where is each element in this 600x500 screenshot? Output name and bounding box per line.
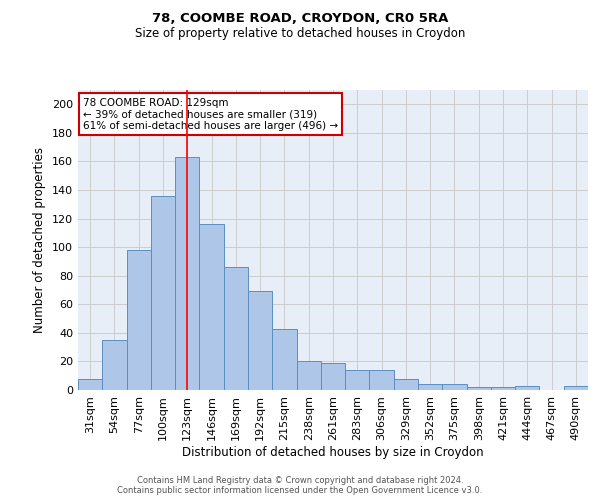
X-axis label: Distribution of detached houses by size in Croydon: Distribution of detached houses by size …: [182, 446, 484, 458]
Bar: [199, 224, 224, 390]
Bar: [224, 267, 248, 390]
Bar: [442, 384, 467, 390]
Bar: [296, 362, 321, 390]
Bar: [394, 378, 418, 390]
Bar: [151, 196, 175, 390]
Bar: [321, 363, 345, 390]
Bar: [175, 157, 199, 390]
Bar: [564, 386, 588, 390]
Bar: [248, 292, 272, 390]
Text: Contains HM Land Registry data © Crown copyright and database right 2024.
Contai: Contains HM Land Registry data © Crown c…: [118, 476, 482, 495]
Bar: [467, 387, 491, 390]
Y-axis label: Number of detached properties: Number of detached properties: [34, 147, 46, 333]
Bar: [370, 370, 394, 390]
Bar: [345, 370, 370, 390]
Bar: [127, 250, 151, 390]
Bar: [272, 328, 296, 390]
Bar: [418, 384, 442, 390]
Bar: [515, 386, 539, 390]
Bar: [78, 378, 102, 390]
Text: Size of property relative to detached houses in Croydon: Size of property relative to detached ho…: [135, 28, 465, 40]
Text: 78 COOMBE ROAD: 129sqm
← 39% of detached houses are smaller (319)
61% of semi-de: 78 COOMBE ROAD: 129sqm ← 39% of detached…: [83, 98, 338, 130]
Bar: [491, 387, 515, 390]
Bar: [102, 340, 127, 390]
Text: 78, COOMBE ROAD, CROYDON, CR0 5RA: 78, COOMBE ROAD, CROYDON, CR0 5RA: [152, 12, 448, 26]
